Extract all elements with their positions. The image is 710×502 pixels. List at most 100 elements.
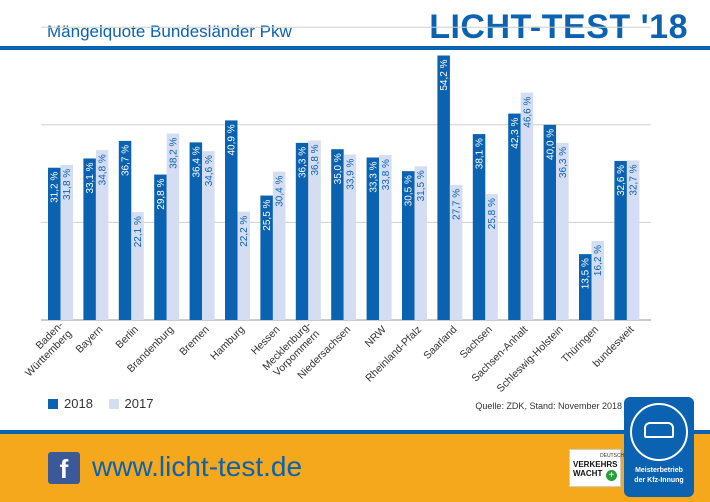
legend: 2018 2017 [48, 396, 165, 411]
bar-2017-6 [272, 171, 286, 320]
bar-label-2018-9: 33,3 % [368, 161, 379, 192]
bar-label-2017-7: 36,8 % [310, 144, 321, 175]
bar-label-2017-0: 31,8 % [62, 169, 73, 200]
category-label-line: Berlin [113, 324, 141, 352]
bar-label-2017-12: 25,8 % [487, 198, 498, 229]
bar-label-2017-8: 33,9 % [345, 158, 356, 189]
bar-2018-7 [295, 142, 309, 320]
bar-2017-0 [60, 164, 73, 320]
bar-label-2018-13: 42,3 % [510, 117, 521, 148]
bar-label-2017-13: 46,6 % [522, 96, 533, 127]
category-label-line: Schleswig-Holstein [495, 324, 566, 395]
bar-2018-5 [225, 120, 238, 321]
bar-2018-2 [118, 140, 132, 320]
bar-2018-14 [543, 124, 557, 320]
category-label-14: Schleswig-Holstein [495, 324, 566, 395]
bar-2017-7 [308, 140, 321, 320]
bar-2018-15 [579, 254, 592, 320]
bar-label-2018-3: 29,8 % [156, 178, 167, 209]
bar-2018-1 [83, 158, 96, 320]
bar-2018-6 [260, 195, 273, 320]
bar-label-2017-5: 22,2 % [239, 216, 250, 247]
category-label-5: Hamburg [208, 324, 247, 363]
bar-2017-8 [343, 154, 357, 320]
legend-item-2017: 2017 [108, 396, 154, 411]
bar-2018-3 [154, 174, 167, 320]
bar-label-2017-16: 32,7 % [629, 164, 640, 195]
verkehrswacht-line1: VERKEHRS [573, 460, 618, 469]
legend-swatch-2017 [108, 399, 119, 409]
bar-2018-11 [437, 55, 450, 321]
bar-label-2017-4: 34,6 % [204, 155, 215, 186]
bar-2017-1 [95, 150, 109, 320]
badge-line2: der Kfz-Innung [634, 477, 684, 484]
bar-2018-9 [366, 157, 380, 320]
bar-label-2017-10: 31,5 % [416, 170, 427, 201]
bar-label-2018-8: 35,0 % [333, 153, 344, 184]
category-label-line: Saarland [421, 324, 459, 362]
website-link[interactable]: www.licht-test.de [92, 451, 303, 482]
bar-2018-10 [402, 171, 415, 320]
bar-label-2018-6: 25,5 % [262, 199, 273, 230]
bar-label-2018-12: 38,1 % [475, 138, 486, 169]
bar-label-2018-16: 32,6 % [616, 165, 627, 196]
legend-label-2018: 2018 [64, 396, 93, 411]
bar-2017-11 [449, 184, 463, 320]
category-label-line: Hamburg [208, 324, 247, 363]
bar-2018-8 [331, 149, 344, 320]
verkehrswacht-text: VERKEHRS WACHT [573, 460, 617, 478]
bar-label-2017-1: 34,8 % [98, 154, 109, 185]
category-label-4: Bremen [177, 324, 212, 359]
bar-2017-14 [556, 142, 569, 320]
verkehrswacht-logo: DEUTSCHE VERKEHRS WACHT + [569, 449, 628, 487]
bar-2017-9 [379, 155, 392, 320]
facebook-icon[interactable]: f [48, 452, 80, 484]
source-note: Quelle: ZDK, Stand: November 2018 [475, 401, 622, 411]
plus-icon: + [606, 470, 617, 481]
bar-label-2017-14: 36,3 % [558, 147, 569, 178]
bar-2018-4 [189, 142, 203, 320]
bar-label-2018-2: 36,7 % [121, 145, 132, 176]
bar-label-2018-15: 13,5 % [581, 258, 592, 289]
category-label-11: Saarland [421, 324, 459, 362]
car-icon [644, 422, 674, 438]
bar-2017-2 [131, 212, 144, 320]
bar-label-2017-3: 38,2 % [168, 137, 179, 168]
category-label-line: Bayern [74, 324, 106, 356]
badge-line1: Meisterbetrieb [635, 467, 683, 474]
bar-2017-3 [166, 133, 180, 320]
bar-chart: 31,2 % 31,8 % Baden-Württemberg 33,1 % 34,8 … [14, 26, 651, 395]
legend-label-2017: 2017 [124, 396, 154, 411]
bar-label-2018-0: 31,2 % [50, 172, 61, 203]
legend-item-2018: 2018 [48, 396, 93, 411]
bar-2017-10 [414, 166, 427, 320]
bar-label-2017-11: 27,7 % [452, 189, 463, 220]
bar-2018-13 [508, 113, 521, 321]
bar-2017-12 [485, 194, 498, 320]
category-label-line: NRW [363, 324, 389, 350]
bar-2017-15 [591, 240, 604, 320]
legend-swatch-2018 [48, 399, 58, 409]
bar-label-2018-14: 40,0 % [545, 129, 556, 160]
verkehrswacht-line2: WACHT [573, 469, 603, 478]
bar-label-2018-11: 54,2 % [439, 59, 450, 90]
bar-label-2018-1: 33,1 % [85, 162, 96, 193]
bar-2017-4 [202, 151, 215, 320]
header-divider [0, 46, 710, 50]
bar-label-2018-5: 40,9 % [227, 124, 238, 155]
bar-2018-0 [48, 167, 61, 320]
bar-label-2017-2: 22,1 % [133, 216, 144, 247]
category-label-line: Bremen [177, 324, 212, 359]
category-label-0: Baden-Württemberg [14, 319, 74, 379]
bar-2018-12 [472, 134, 486, 320]
bar-2017-13 [520, 92, 534, 320]
verkehrswacht-small-text: DEUTSCHE [600, 453, 628, 459]
bar-2017-16 [626, 160, 640, 320]
category-label-1: Bayern [74, 324, 106, 356]
bar-label-2017-9: 33,8 % [381, 159, 392, 190]
bar-label-2017-6: 30,4 % [275, 176, 286, 207]
kfz-innung-badge: Meisterbetrieb der Kfz-Innung [624, 397, 694, 497]
bar-label-2017-15: 16,2 % [593, 245, 604, 276]
bar-label-2018-4: 36,4 % [191, 146, 202, 177]
bar-label-2018-10: 30,5 % [404, 175, 415, 206]
